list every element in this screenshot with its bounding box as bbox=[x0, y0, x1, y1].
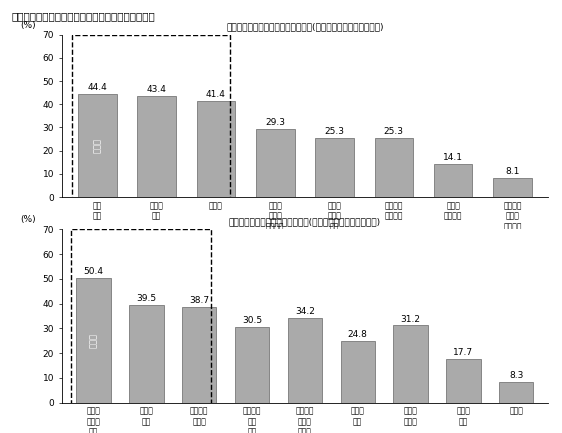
Text: 第５回: 第５回 bbox=[89, 333, 98, 348]
Text: 第５回: 第５回 bbox=[93, 138, 102, 153]
Bar bbox=[393, 326, 428, 403]
Text: 17.7: 17.7 bbox=[454, 348, 473, 357]
Bar bbox=[71, 229, 211, 404]
Text: 44.4: 44.4 bbox=[88, 83, 107, 92]
Text: 34.2: 34.2 bbox=[295, 307, 315, 316]
Bar bbox=[341, 341, 375, 403]
Bar bbox=[446, 359, 481, 403]
Bar bbox=[182, 307, 216, 403]
Text: 50.4: 50.4 bbox=[84, 267, 103, 276]
Text: 38.7: 38.7 bbox=[189, 296, 209, 305]
Text: 41.4: 41.4 bbox=[206, 90, 226, 99]
Text: 図２　受けた医療、医療全般に満足していない理由: 図２ 受けた医療、医療全般に満足していない理由 bbox=[11, 11, 155, 21]
Text: 29.3: 29.3 bbox=[265, 118, 285, 127]
Bar bbox=[499, 382, 533, 403]
Bar bbox=[197, 101, 235, 197]
Bar bbox=[493, 178, 532, 197]
Bar bbox=[76, 278, 111, 403]
Title: 医療全般に満足していない理由－(満足していない人のみ対象): 医療全般に満足していない理由－(満足していない人のみ対象) bbox=[229, 217, 381, 226]
Bar bbox=[374, 138, 413, 197]
Bar bbox=[129, 305, 164, 403]
Text: 24.8: 24.8 bbox=[348, 330, 368, 339]
Y-axis label: (%): (%) bbox=[20, 215, 35, 224]
Text: 14.1: 14.1 bbox=[443, 153, 463, 162]
Bar bbox=[315, 138, 354, 197]
Text: 8.3: 8.3 bbox=[509, 371, 523, 380]
Text: 25.3: 25.3 bbox=[324, 127, 345, 136]
Text: 39.5: 39.5 bbox=[137, 294, 156, 303]
Bar bbox=[137, 96, 176, 197]
Bar bbox=[288, 318, 322, 403]
Title: 受けた医療に満足していない理由－(満足していない人のみ対象): 受けた医療に満足していない理由－(満足していない人のみ対象) bbox=[226, 22, 384, 31]
Text: 43.4: 43.4 bbox=[147, 85, 166, 94]
Text: 31.2: 31.2 bbox=[401, 314, 420, 323]
Bar bbox=[78, 94, 117, 197]
Text: 25.3: 25.3 bbox=[384, 127, 404, 136]
Y-axis label: (%): (%) bbox=[20, 21, 35, 30]
Bar bbox=[256, 129, 294, 197]
Text: 8.1: 8.1 bbox=[505, 168, 519, 176]
Bar bbox=[235, 327, 269, 403]
Text: 30.5: 30.5 bbox=[242, 316, 262, 325]
Bar bbox=[434, 164, 473, 197]
Bar bbox=[72, 35, 230, 198]
